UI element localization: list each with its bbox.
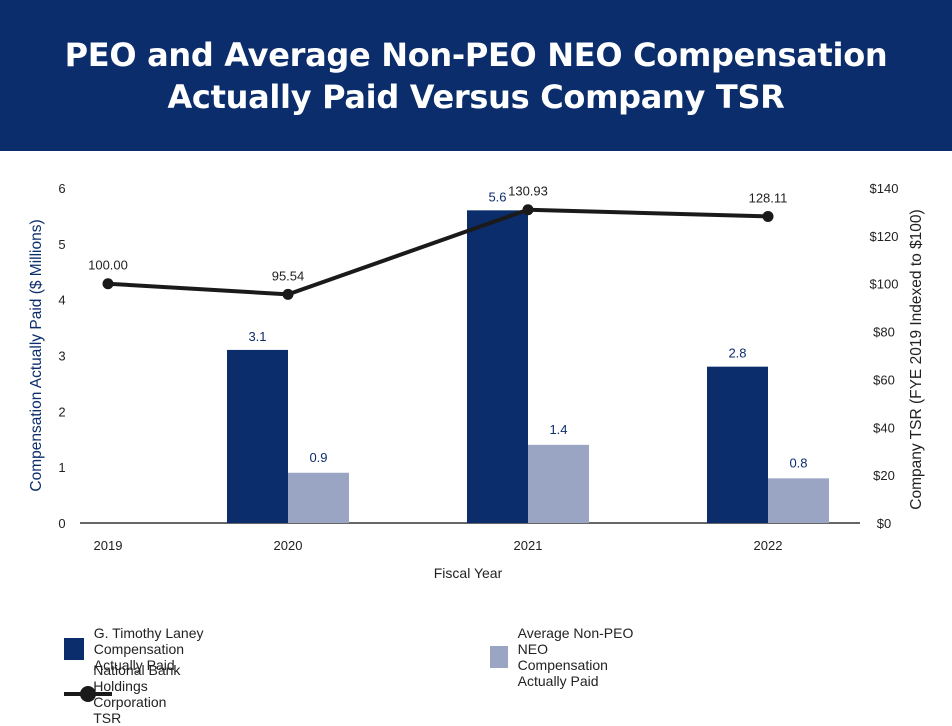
bar-peo-label: 2.8	[728, 346, 746, 361]
bar-neo	[768, 478, 829, 523]
chart-title-line-2: Actually Paid Versus Company TSR	[167, 77, 785, 116]
legend-swatch-peo	[64, 638, 84, 660]
legend-label-peo: G. Timothy Laney Compensation Actually P…	[93, 625, 204, 673]
y-left-tick-label: 1	[58, 460, 65, 475]
y-right-tick-label: $60	[873, 372, 895, 387]
legend-swatch-neo	[490, 646, 508, 668]
tsr-point-label: 130.93	[508, 184, 548, 199]
legend-item-peo: G. Timothy Laney Compensation Actually P…	[64, 625, 212, 673]
y-left-tick-label: 2	[58, 404, 65, 419]
chart-header: PEO and Average Non-PEO NEO Compensation…	[0, 0, 952, 151]
y-right-tick-label: $120	[870, 229, 899, 244]
y-left-tick-label: 6	[58, 181, 65, 196]
x-axis-title: Fiscal Year	[434, 565, 503, 581]
tsr-point-label: 95.54	[272, 268, 305, 283]
y-right-tick-label: $100	[870, 277, 899, 292]
bar-peo	[707, 366, 768, 523]
x-tick-label: 2019	[94, 538, 123, 553]
y-left-tick-label: 5	[58, 237, 65, 252]
x-tick-label: 2021	[514, 538, 543, 553]
bar-peo	[227, 349, 288, 523]
y-right-tick-label: $0	[877, 516, 891, 531]
y-right-tick-label: $80	[873, 325, 895, 340]
y-right-tick-label: $40	[873, 420, 895, 435]
bar-peo-label: 3.1	[248, 329, 266, 344]
bar-neo-label: 0.9	[309, 450, 327, 465]
y-left-tick-label: 0	[58, 516, 65, 531]
bar-neo	[528, 444, 589, 523]
legend-line-tsr	[64, 683, 112, 705]
y-right-axis-title: Company TSR (FYE 2019 Indexed to $100)	[908, 209, 925, 509]
tsr-point	[102, 278, 114, 290]
bar-neo	[288, 472, 349, 523]
y-left-tick-label: 3	[58, 349, 65, 364]
y-right-tick-label: $20	[873, 468, 895, 483]
x-tick-label: 2020	[274, 538, 303, 553]
tsr-point	[282, 288, 294, 300]
tsr-point-label: 128.11	[749, 190, 788, 205]
y-right-tick-label: $140	[870, 181, 899, 196]
y-left-axis-title: Compensation Actually Paid ($ Millions)	[28, 219, 45, 491]
y-left-tick-label: 4	[58, 293, 65, 308]
tsr-point-label: 100.00	[88, 258, 128, 273]
chart-title-line-1: PEO and Average Non-PEO NEO Compensation	[64, 35, 888, 74]
bar-peo	[467, 210, 528, 524]
tsr-point	[762, 210, 774, 222]
legend-label-neo: Average Non-PEO NEO Compensation Actuall…	[517, 625, 634, 689]
tsr-compensation-chart: 0 1 2 3 4 5 6 $0 $20 $40 $60 $80 $100 $120 $140 Compens…	[28, 181, 925, 581]
tsr-line	[107, 207, 769, 297]
bar-neo-label: 0.8	[789, 455, 807, 470]
tsr-point	[522, 204, 534, 216]
legend-item-neo: Average Non-PEO NEO Compensation Actuall…	[490, 625, 638, 689]
x-tick-label: 2022	[754, 538, 783, 553]
bar-peo-label: 5.6	[488, 189, 506, 204]
legend-item-tsr: National Bank Holdings Corporation TSR	[64, 662, 195, 726]
bar-neo-label: 1.4	[549, 422, 567, 437]
